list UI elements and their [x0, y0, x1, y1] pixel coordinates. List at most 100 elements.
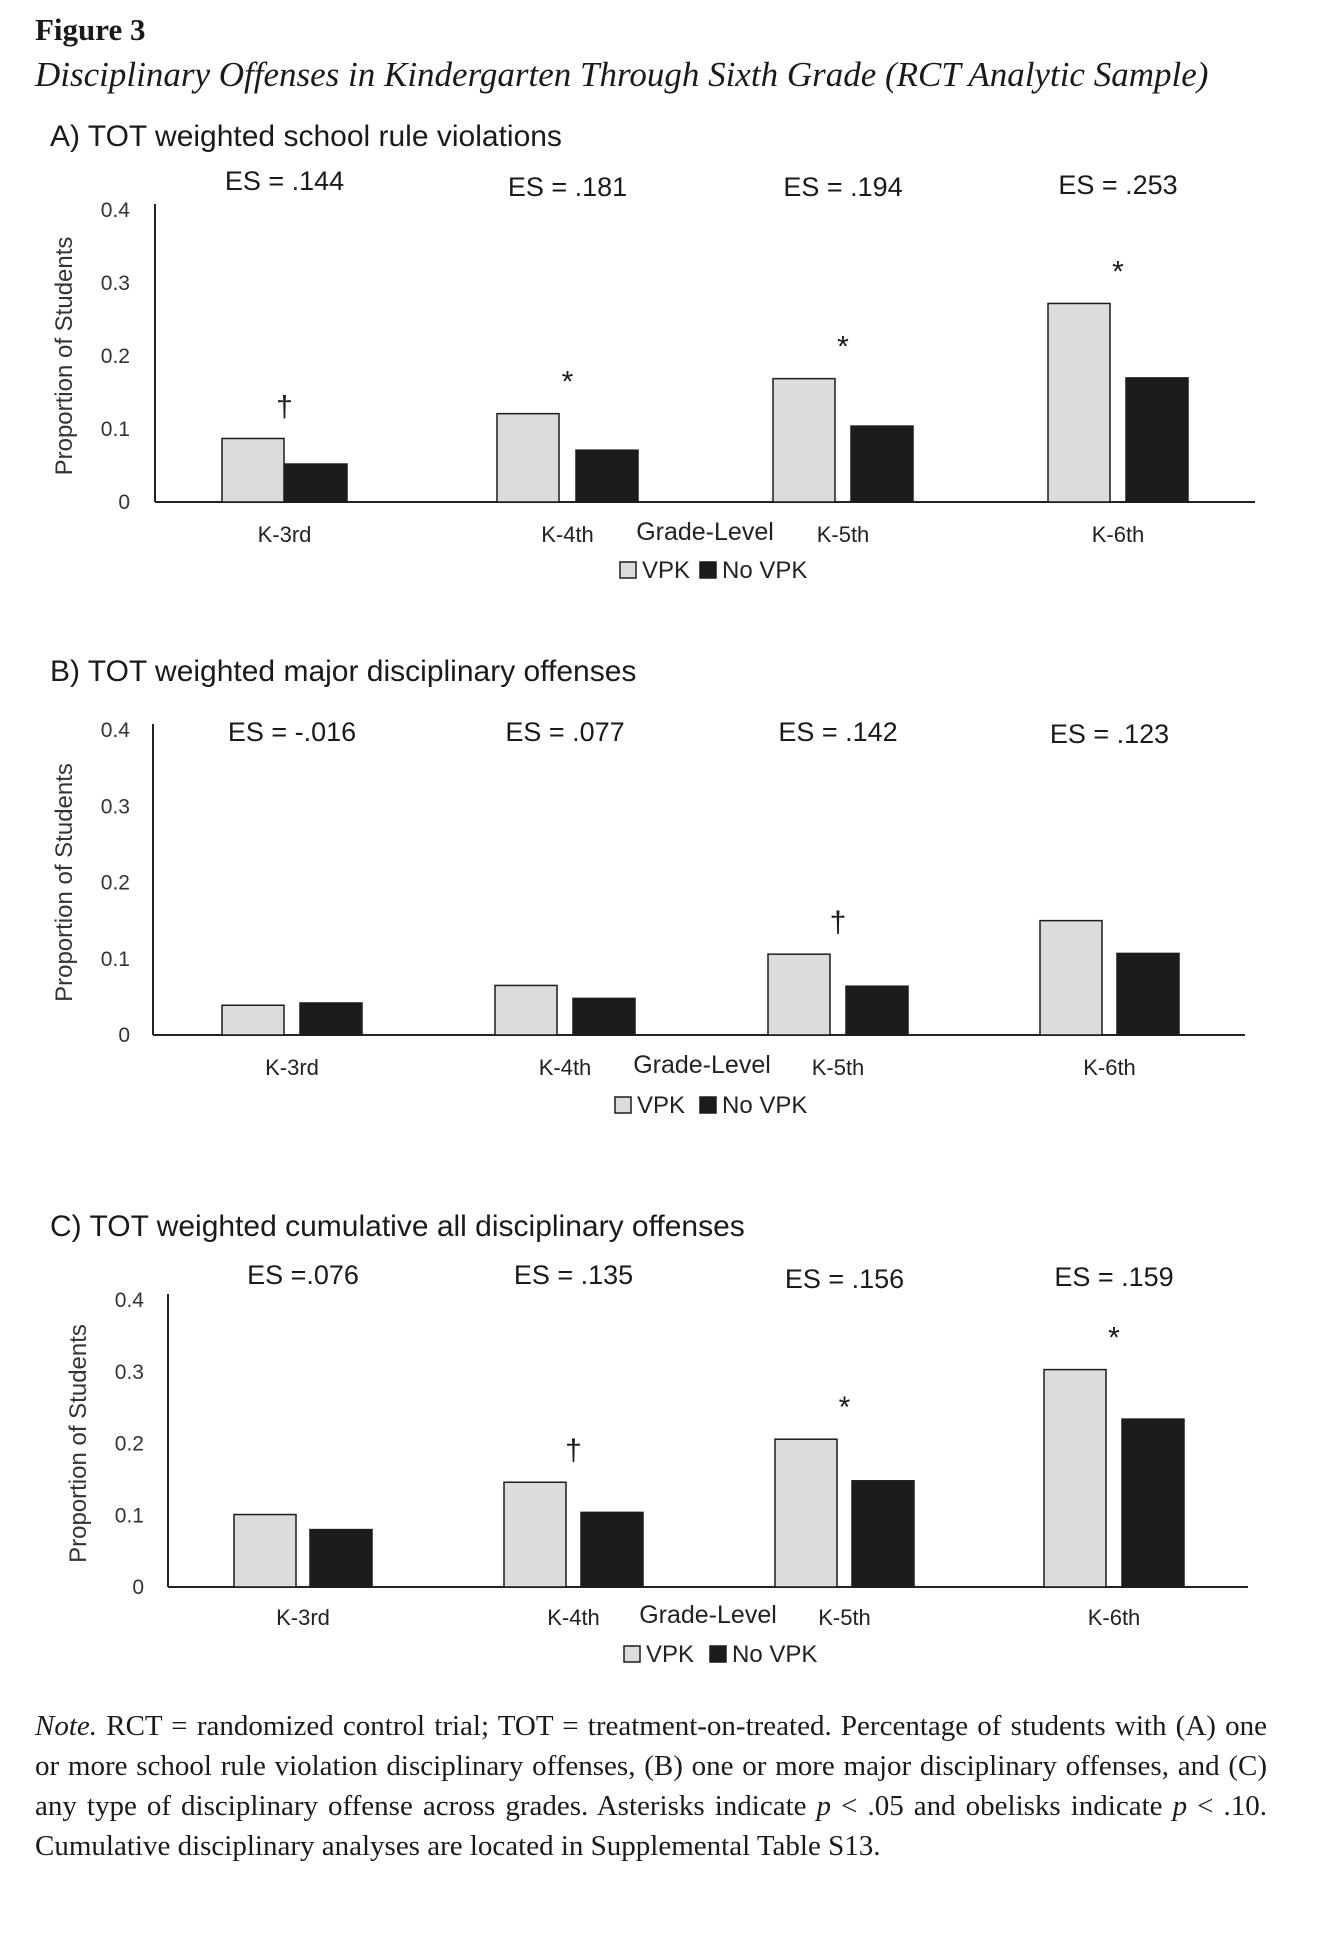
effect-size-label: ES = -.016: [228, 717, 356, 747]
legend-label-no-vpk: No VPK: [732, 1641, 817, 1668]
y-tick-label: 0.2: [101, 345, 130, 368]
legend-swatch-vpk: [614, 1096, 632, 1114]
x-tick-label: K-6th: [1088, 1605, 1141, 1630]
effect-size-label: ES = .156: [785, 1264, 904, 1294]
bar-no-vpk: [572, 997, 636, 1036]
effect-size-label: ES = .194: [783, 172, 902, 202]
y-tick-label: 0.2: [101, 872, 130, 895]
figure-label: Figure 3: [35, 12, 146, 47]
y-tick-label: 0: [118, 1024, 130, 1047]
bar-no-vpk: [309, 1528, 373, 1588]
figure-title: Disciplinary Offenses in Kindergarten Th…: [35, 55, 1209, 94]
x-axis-label: Grade-Level: [639, 1601, 777, 1629]
significance-marker: †: [830, 906, 847, 939]
x-tick-label: K-6th: [1092, 522, 1145, 547]
chart-panel-b: B) TOT weighted major disciplinary offen…: [50, 655, 1245, 1119]
note-p-symbol-2: p: [1172, 1790, 1188, 1822]
bar-no-vpk: [851, 1480, 915, 1588]
legend-label-no-vpk: No VPK: [722, 1092, 807, 1119]
panel-title: C) TOT weighted cumulative all disciplin…: [50, 1210, 745, 1243]
x-tick-label: K-4th: [539, 1055, 592, 1080]
bar-no-vpk: [850, 425, 914, 503]
y-axis-label: Proportion of Students: [51, 763, 78, 1002]
bar-vpk: [1039, 919, 1103, 1036]
y-tick-label: 0.2: [115, 1433, 144, 1456]
bar-vpk: [1043, 1368, 1107, 1588]
effect-size-label: ES =.076: [247, 1260, 359, 1290]
legend-swatch-no-vpk: [709, 1645, 727, 1663]
bar-vpk: [221, 1004, 285, 1036]
legend-label-vpk: VPK: [637, 1092, 685, 1119]
y-axis-label: Proportion of Students: [65, 1324, 92, 1563]
x-tick-label: K-5th: [817, 522, 870, 547]
y-tick-label: 0.1: [101, 948, 130, 971]
x-axis-label: Grade-Level: [636, 518, 774, 546]
y-tick-label: 0: [118, 491, 130, 514]
y-tick-label: 0.3: [115, 1361, 144, 1384]
y-axis-label: Proportion of Students: [51, 237, 78, 476]
effect-size-label: ES = .159: [1054, 1262, 1173, 1292]
note-text-3: < .10. Cumulative disciplinary analyses …: [35, 1790, 1268, 1862]
note-text-1: RCT = randomized control trial; TOT = tr…: [35, 1710, 1267, 1822]
bar-no-vpk: [845, 985, 909, 1036]
bar-vpk: [772, 377, 836, 503]
y-tick-label: 0.1: [115, 1504, 144, 1527]
significance-marker: *: [837, 331, 849, 364]
bar-no-vpk: [299, 1002, 363, 1036]
x-tick-label: K-3rd: [265, 1055, 319, 1080]
x-tick-label: K-3rd: [276, 1605, 330, 1630]
x-tick-label: K-3rd: [258, 522, 312, 547]
legend-swatch-no-vpk: [699, 561, 717, 579]
legend-label-vpk: VPK: [646, 1641, 694, 1668]
significance-marker: *: [562, 366, 574, 399]
note-p-symbol-1: p: [816, 1790, 832, 1822]
effect-size-label: ES = .144: [225, 166, 344, 196]
chart-panel-a: A) TOT weighted school rule violations 0 0…: [50, 120, 1255, 584]
panel-title: B) TOT weighted major disciplinary offen…: [50, 655, 636, 688]
significance-marker: †: [276, 390, 293, 423]
y-tick-label: 0.3: [101, 272, 130, 295]
bar-no-vpk: [1125, 377, 1189, 503]
bar-vpk: [503, 1481, 567, 1588]
x-tick-label: K-6th: [1083, 1055, 1136, 1080]
effect-size-label: ES = .077: [505, 717, 624, 747]
effect-size-label: ES = .123: [1050, 719, 1169, 749]
legend-label-vpk: VPK: [642, 557, 690, 584]
bar-vpk: [494, 984, 558, 1036]
bar-vpk: [767, 953, 831, 1036]
significance-marker: *: [839, 1391, 851, 1424]
figure-note: Note. RCT = randomized control trial; TO…: [35, 1706, 1267, 1866]
bar-no-vpk: [1121, 1418, 1185, 1588]
x-tick-label: K-4th: [547, 1605, 600, 1630]
significance-marker: †: [565, 1434, 582, 1467]
bar-no-vpk: [284, 463, 348, 503]
y-tick-label: 0.4: [101, 719, 131, 742]
bar-no-vpk: [580, 1511, 644, 1588]
legend-swatch-vpk: [619, 561, 637, 579]
y-tick-label: 0.1: [101, 418, 130, 441]
note-text-2: < .05 and obelisks indicate: [831, 1790, 1173, 1822]
x-tick-label: K-5th: [812, 1055, 865, 1080]
legend-swatch-vpk: [623, 1645, 641, 1663]
bar-vpk: [496, 412, 560, 503]
y-tick-label: 0.4: [101, 199, 131, 222]
bar-vpk: [233, 1513, 297, 1588]
legend-swatch-no-vpk: [699, 1096, 717, 1114]
x-tick-label: K-5th: [818, 1605, 871, 1630]
y-tick-label: 0: [132, 1576, 144, 1599]
bar-no-vpk: [1116, 952, 1180, 1036]
chart-panel-c: C) TOT weighted cumulative all disciplin…: [50, 1210, 1248, 1668]
bar-no-vpk: [575, 449, 639, 503]
significance-marker: *: [1112, 255, 1124, 288]
y-tick-label: 0.4: [115, 1289, 145, 1312]
effect-size-label: ES = .135: [514, 1260, 633, 1290]
effect-size-label: ES = .181: [508, 172, 627, 202]
y-tick-label: 0.3: [101, 795, 130, 818]
bar-vpk: [221, 437, 285, 503]
x-axis-label: Grade-Level: [633, 1051, 771, 1079]
significance-marker: *: [1108, 1322, 1120, 1355]
panel-title: A) TOT weighted school rule violations: [50, 120, 562, 153]
bar-vpk: [1047, 302, 1111, 503]
legend-label-no-vpk: No VPK: [722, 557, 807, 584]
effect-size-label: ES = .253: [1058, 170, 1177, 200]
